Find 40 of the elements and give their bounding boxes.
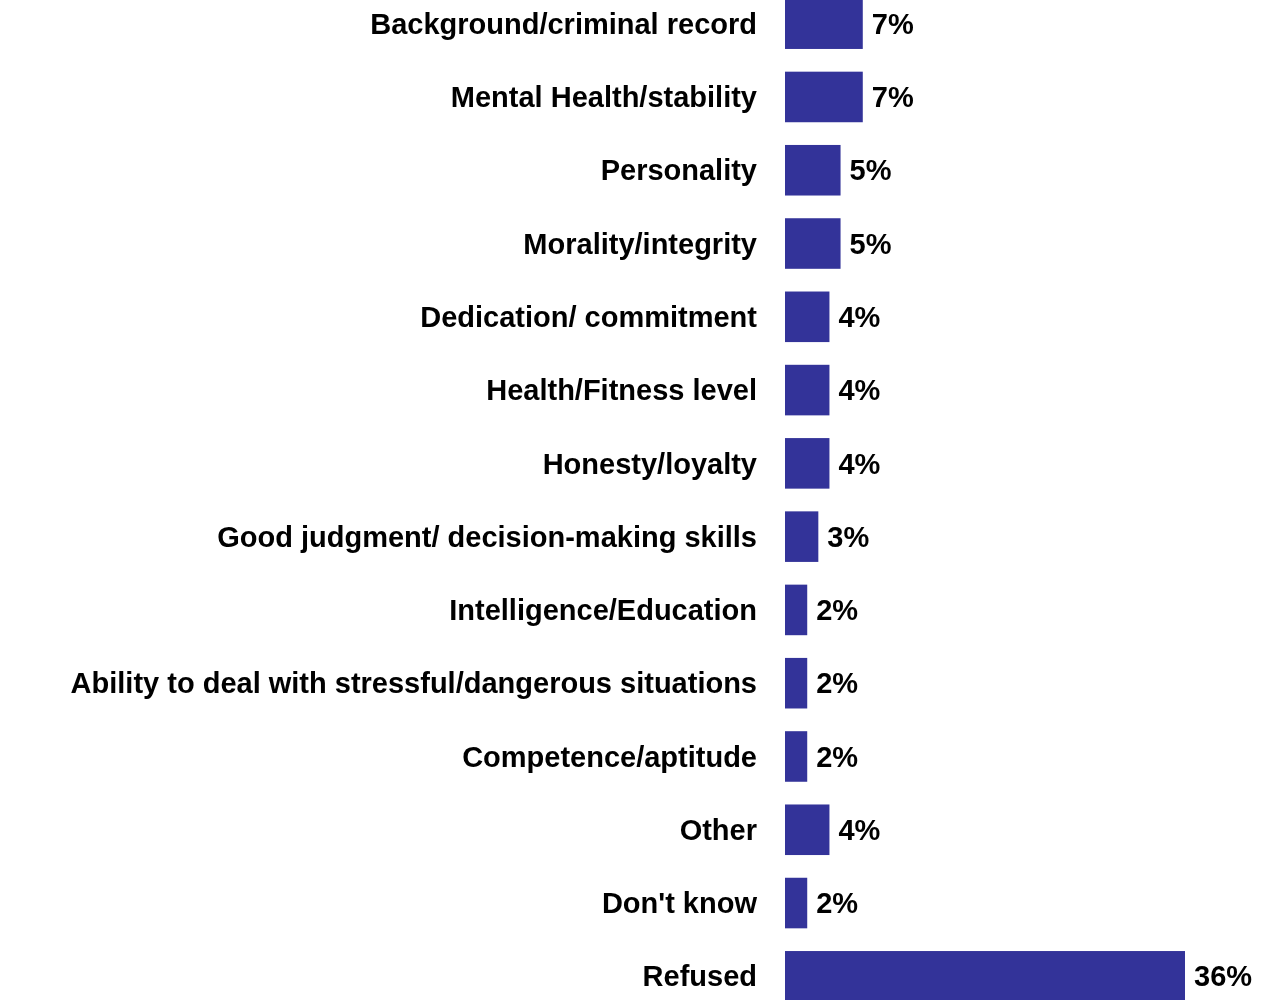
data-label: 5% [849,154,892,187]
bar [785,731,808,782]
y-tick-label: Good judgment/ decision-making skills [217,520,757,553]
data-label: 7% [871,81,914,114]
y-tick-label: Mental Health/stability [450,81,757,114]
data-label: 4% [838,447,881,480]
y-tick-label: Competence/aptitude [462,740,757,773]
y-tick-label: Refused [642,960,757,993]
bar [785,657,808,709]
y-tick-label: Morality/integrity [523,227,757,260]
bar [785,584,808,636]
data-label: 4% [838,300,881,333]
y-tick-label: Health/Fitness level [486,374,757,407]
bar [785,438,830,489]
bar [785,291,830,343]
data-label: 2% [816,667,859,700]
data-label: 3% [827,520,870,553]
bar [785,71,863,123]
y-tick-label: Ability to deal with stressful/dangerous situations [70,667,757,700]
y-tick-label: Background/criminal record [370,7,757,40]
bar [785,144,841,196]
data-label: 36% [1194,960,1253,993]
data-label: 2% [816,740,859,773]
data-label: 4% [838,813,881,846]
bar [785,804,830,856]
data-label: 2% [816,594,859,627]
data-label: 7% [871,7,914,40]
data-label: 5% [849,227,892,260]
y-tick-label: Dedication/ commitment [420,300,758,333]
y-tick-label: Intelligence/Education [449,594,757,627]
y-tick-label: Don't know [601,887,758,920]
bar [785,877,808,929]
y-tick-label: Personality [600,154,757,187]
bar [785,511,819,562]
bar [785,218,841,269]
y-tick-label: Other [679,813,757,846]
bar [785,364,830,416]
y-tick-label: Honesty/loyalty [542,447,757,480]
data-label: 4% [838,374,881,407]
data-label: 2% [816,887,859,920]
